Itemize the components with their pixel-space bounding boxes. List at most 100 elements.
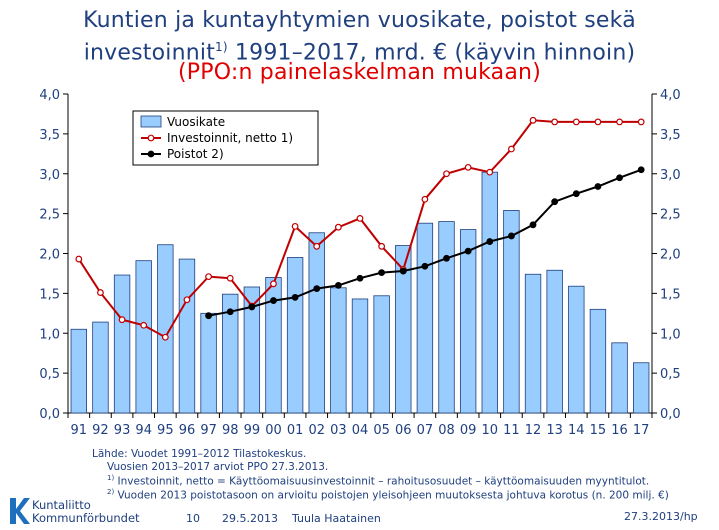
bar-vuosikate xyxy=(373,295,390,414)
x-tick-label: 02 xyxy=(308,423,325,438)
axes: 0,0 0,0 0,5 0,5 1,0 1,0 1,5 1,5 2,0 2,0 2,5 2,5 3,0 3… xyxy=(39,88,680,438)
footnote-source2: Vuosien 2013–2017 arviot PPO 27.3.2013. xyxy=(107,461,329,473)
y-tick-label-left: 2,0 xyxy=(39,248,60,263)
bar-vuosikate xyxy=(459,229,477,414)
footnote-note1-text: Investoinnit, netto = Käyttöomaisuusinve… xyxy=(114,475,650,488)
y-tick-label-left: 0,5 xyxy=(39,367,60,382)
y-tick-label-left: 1,0 xyxy=(39,327,60,342)
poistot-point xyxy=(205,312,212,320)
bar-vuosikate xyxy=(157,244,174,414)
x-tick-label: 09 xyxy=(460,423,477,438)
bar-vuosikate xyxy=(481,171,498,414)
y-tick-label-right: 3,5 xyxy=(660,128,681,143)
chart-subtitle: (PPO:n painelaskelman mukaan) xyxy=(178,60,541,85)
bar-vuosikate xyxy=(546,269,563,414)
poistot-point xyxy=(443,254,450,262)
chart-title-line1: Kuntien ja kuntayhtymien vuosikate, pois… xyxy=(83,8,636,33)
investoinnit-point xyxy=(464,163,472,171)
footnote-note1-sup: 1) xyxy=(107,474,115,482)
x-tick-label: 14 xyxy=(568,423,585,438)
chart-title-line2: investoinnit1) 1991–2017, mrd. € (käyvin… xyxy=(0,34,719,66)
poistot-point xyxy=(421,262,429,270)
investoinnit-point xyxy=(508,145,515,153)
x-tick-label: 03 xyxy=(330,423,347,438)
bars xyxy=(70,171,650,414)
bar-vuosikate xyxy=(243,286,261,414)
bar-vuosikate xyxy=(308,232,325,414)
footnote-note1: 1) Investoinnit, netto = Käyttöomaisuusi… xyxy=(107,474,649,488)
investoinnit-point xyxy=(161,333,169,341)
poistot-point xyxy=(334,282,342,289)
x-tick-label: 91 xyxy=(71,423,88,438)
x-tick-label: 00 xyxy=(265,423,282,438)
x-tick-label: 15 xyxy=(590,423,607,438)
poistot-point xyxy=(464,247,472,255)
bar-vuosikate xyxy=(632,362,650,414)
x-tick-label: 98 xyxy=(222,423,239,438)
x-tick-label: 13 xyxy=(546,423,563,438)
footnote-note2: 2) Vuoden 2013 poistotasoon on arvioitu … xyxy=(107,488,669,502)
investoinnit-point xyxy=(551,118,559,126)
y-tick-label-right: 1,0 xyxy=(660,327,681,342)
bar-vuosikate xyxy=(200,312,217,414)
bar-vuosikate xyxy=(589,308,607,414)
bar-vuosikate xyxy=(92,321,109,414)
poistot-point xyxy=(551,198,559,206)
reference-date: 27.3.2013/hp xyxy=(624,510,698,523)
footnote-note2-sup: 2) xyxy=(107,488,115,496)
bar-vuosikate xyxy=(438,221,455,414)
investoinnit-point xyxy=(313,242,321,250)
presentation-author: Tuula Haatainen xyxy=(292,512,381,525)
y-tick-label-left: 1,5 xyxy=(39,287,60,302)
legend: Vuosikate Investoinnit, netto 1) Poistot 2… xyxy=(132,110,319,166)
title-line2-pre: investoinnit xyxy=(83,40,216,66)
legend-label-vuosikate: Vuosikate xyxy=(167,115,225,129)
poistot-point xyxy=(356,274,364,282)
y-tick-label-left: 0,0 xyxy=(39,407,60,422)
logo-line2: Kommunförbundet xyxy=(32,511,140,525)
x-tick-label: 11 xyxy=(503,423,520,438)
investoinnit-point xyxy=(118,316,126,324)
legend-label-poistot: Poistot 2) xyxy=(167,147,224,161)
x-tick-label: 06 xyxy=(395,423,412,438)
investoinnit-point xyxy=(616,118,623,126)
poistot-point xyxy=(594,183,602,190)
bar-vuosikate xyxy=(222,293,239,414)
poistot-point xyxy=(291,293,299,301)
lines xyxy=(75,116,645,341)
y-tick-label-left: 3,5 xyxy=(39,128,60,143)
y-tick-label-right: 1,5 xyxy=(660,287,681,302)
x-tick-label: 93 xyxy=(114,423,131,438)
x-tick-label: 01 xyxy=(287,423,304,438)
logo-line1: Kuntaliitto xyxy=(32,498,91,512)
poistot-point xyxy=(508,232,515,240)
x-tick-label: 99 xyxy=(244,423,261,438)
bar-vuosikate xyxy=(70,328,88,414)
title-line2-post: 1991–2017, mrd. € (käyvin hinnoin) xyxy=(227,40,636,66)
page-number: 10 xyxy=(186,512,200,525)
logo-icon xyxy=(10,498,30,524)
bar-vuosikate xyxy=(611,342,628,414)
investoinnit-point xyxy=(637,118,645,126)
investoinnit-point xyxy=(140,321,148,329)
investoinnit-point xyxy=(594,118,602,126)
bar-vuosikate xyxy=(416,222,434,414)
poistot-point xyxy=(226,308,234,316)
y-tick-label-right: 0,5 xyxy=(660,367,681,382)
poistot-point xyxy=(313,285,321,292)
bar-vuosikate xyxy=(351,298,369,414)
poistot-point xyxy=(248,303,256,311)
legend-label-investoinnit: Investoinnit, netto 1) xyxy=(167,131,293,145)
x-tick-label: 16 xyxy=(611,423,628,438)
footnote-note2-text: Vuoden 2013 poistotasoon on arvioitu poi… xyxy=(114,489,669,502)
investoinnit-point xyxy=(443,170,450,178)
poistot-point xyxy=(486,238,494,245)
y-tick-label-right: 3,0 xyxy=(660,168,681,183)
bar-vuosikate xyxy=(503,210,520,414)
poistot-point xyxy=(529,221,537,229)
logo-text: Kuntaliitto Kommunförbundet xyxy=(32,499,140,525)
x-tick-label: 07 xyxy=(417,423,434,438)
x-tick-label: 05 xyxy=(373,423,390,438)
legend-marker-poistot xyxy=(147,150,155,158)
bar-vuosikate xyxy=(135,260,152,414)
